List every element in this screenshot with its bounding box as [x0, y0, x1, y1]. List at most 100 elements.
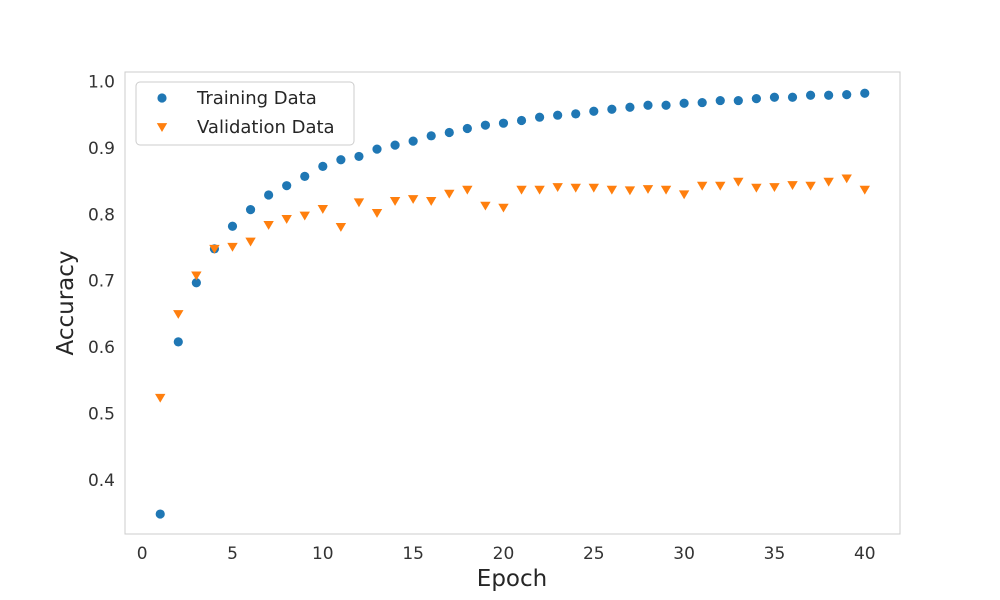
legend-box	[135, 81, 355, 146]
legend-triangle-marker	[156, 123, 168, 132]
series-training	[155, 88, 870, 519]
validation-point	[751, 183, 762, 193]
tick-labels: 0 5 10 15 20 25 30 35 40 0.4 0.5 0.6 0.7 0.8 0.9 1.0	[88, 72, 876, 564]
validation-point	[407, 195, 419, 204]
training-point	[245, 205, 256, 215]
validation-point	[570, 183, 581, 193]
validation-point	[588, 183, 599, 193]
validation-point	[534, 185, 545, 195]
series-validation	[155, 174, 870, 403]
x-axis-label: Epoch	[477, 566, 547, 592]
validation-point	[787, 181, 798, 190]
x-tick-label: 15	[402, 544, 424, 564]
training-point	[191, 278, 201, 288]
validation-point	[299, 211, 310, 221]
validation-point	[389, 197, 401, 206]
training-point	[227, 221, 238, 231]
y-axis-label: Accuracy	[53, 250, 79, 355]
training-point	[390, 140, 400, 150]
legend-label-training: Training Data	[196, 88, 317, 109]
validation-point	[859, 185, 870, 195]
legend-label-validation: Validation Data	[197, 117, 335, 138]
validation-point	[317, 205, 329, 214]
training-point	[462, 123, 472, 134]
validation-point	[209, 244, 220, 254]
training-point	[155, 509, 165, 519]
legend-circle-marker	[157, 93, 167, 103]
validation-point	[660, 185, 672, 195]
validation-point	[155, 393, 166, 403]
legend-marker-validation	[156, 123, 168, 132]
validation-point	[606, 185, 618, 195]
y-tick-label: 0.8	[88, 205, 115, 225]
validation-point	[426, 197, 437, 206]
training-point	[426, 131, 436, 141]
training-point	[643, 100, 653, 110]
training-point	[336, 155, 346, 165]
training-point	[715, 95, 725, 106]
x-tick-label: 25	[583, 544, 605, 564]
y-tick-label: 0.5	[88, 405, 115, 425]
plot-area	[125, 72, 900, 534]
validation-point	[281, 215, 292, 224]
validation-point	[715, 181, 726, 191]
training-point	[805, 90, 816, 100]
validation-point	[841, 174, 852, 184]
legend: Training Data Validation Data	[135, 81, 355, 146]
training-point	[787, 92, 798, 102]
x-tick-label: 35	[764, 544, 786, 564]
training-point	[769, 92, 780, 102]
validation-point	[462, 185, 473, 195]
validation-point	[245, 237, 256, 247]
y-tick-label: 0.6	[88, 338, 115, 358]
y-tick-label: 0.4	[88, 471, 115, 491]
training-point	[571, 109, 581, 119]
training-point	[516, 115, 527, 126]
training-point	[408, 136, 418, 146]
training-point	[824, 90, 834, 100]
validation-point	[516, 185, 527, 195]
validation-point	[353, 198, 365, 208]
validation-point	[263, 220, 274, 230]
data-points	[155, 88, 870, 519]
y-tick-label: 0.7	[88, 272, 115, 292]
training-point	[498, 118, 509, 128]
validation-point	[696, 181, 708, 191]
training-point	[372, 144, 382, 154]
validation-point	[371, 209, 383, 218]
validation-point	[678, 190, 690, 200]
training-point	[444, 127, 454, 138]
training-point	[842, 90, 852, 100]
training-point	[860, 88, 870, 98]
training-point	[733, 95, 743, 106]
validation-point	[191, 271, 202, 281]
training-point	[282, 181, 292, 191]
validation-point	[733, 177, 744, 187]
training-point	[553, 110, 563, 120]
validation-point	[335, 222, 347, 232]
x-tick-label: 30	[673, 544, 695, 564]
x-tick-label: 0	[137, 544, 148, 564]
training-point	[318, 161, 328, 171]
training-point	[354, 151, 364, 162]
training-point	[607, 104, 617, 114]
validation-point	[552, 183, 563, 192]
x-tick-label: 5	[227, 544, 238, 564]
training-point	[697, 97, 707, 108]
training-point	[661, 100, 671, 110]
y-tick-label: 1.0	[88, 72, 115, 92]
training-point	[300, 171, 310, 181]
training-point	[625, 102, 635, 112]
validation-point	[805, 181, 816, 191]
training-point	[534, 112, 545, 122]
training-point	[264, 190, 274, 200]
validation-point	[624, 186, 636, 196]
validation-point	[173, 310, 184, 319]
y-tick-label: 0.9	[88, 139, 115, 159]
validation-point	[480, 201, 491, 211]
validation-point	[642, 185, 654, 194]
x-tick-label: 10	[312, 544, 334, 564]
training-point	[589, 106, 599, 116]
